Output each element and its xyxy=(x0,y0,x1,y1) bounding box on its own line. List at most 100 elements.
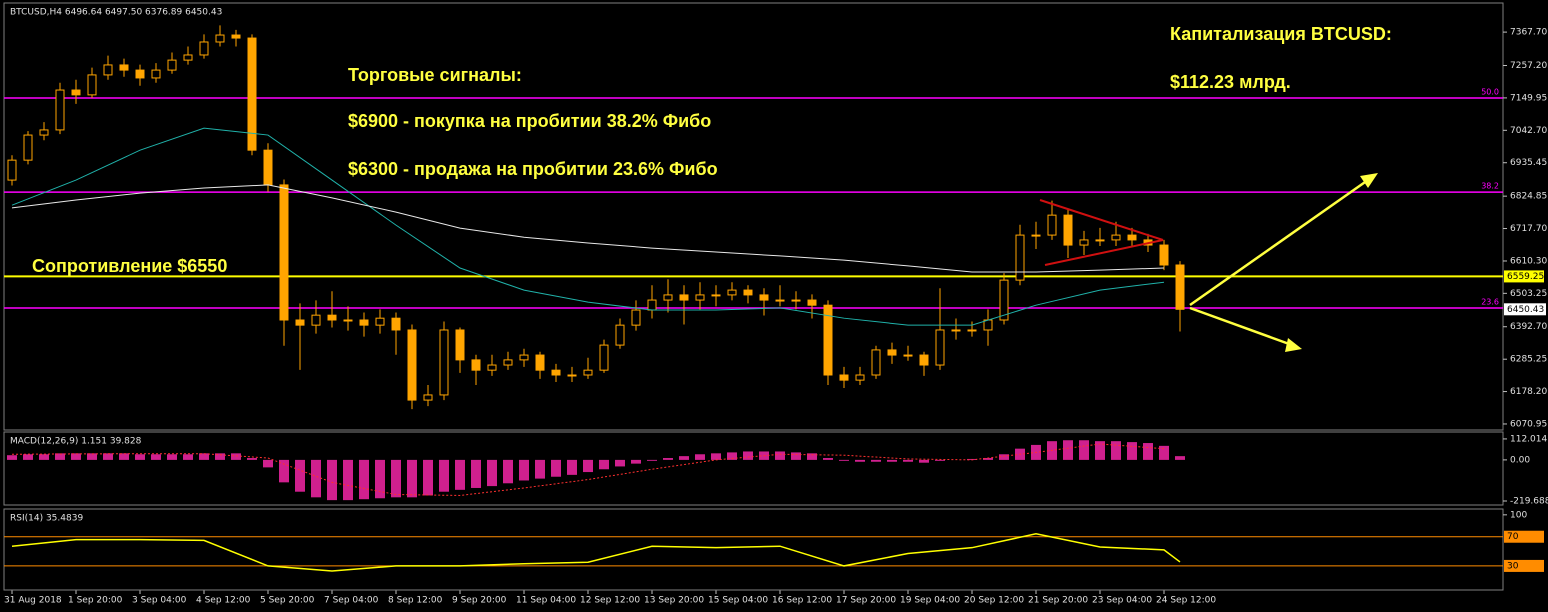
candle-body xyxy=(503,359,513,366)
histogram-bar xyxy=(311,459,321,498)
level-box xyxy=(1504,530,1544,543)
y-tick-label: 6610.30 xyxy=(1510,256,1547,266)
histogram-bar xyxy=(1127,442,1137,460)
candle-body xyxy=(231,34,241,39)
histogram-bar xyxy=(1143,443,1153,460)
candle-body xyxy=(407,329,417,401)
x-tick-label: 12 Sep 12:00 xyxy=(580,596,640,606)
histogram-bar xyxy=(615,459,625,467)
histogram-bar xyxy=(1175,456,1185,460)
drawings xyxy=(1039,173,1378,352)
histogram-bar xyxy=(775,451,785,460)
candle-body xyxy=(295,319,305,326)
candle-body xyxy=(1079,239,1089,246)
candle-body xyxy=(887,349,897,356)
histogram-bar xyxy=(391,459,401,498)
candle-body xyxy=(343,319,353,322)
histogram-bar xyxy=(935,459,945,461)
histogram-bar xyxy=(39,454,49,460)
annotation: Капитализация BTCUSD: xyxy=(1170,24,1392,44)
x-tick-label: 13 Sep 20:00 xyxy=(644,596,704,606)
triangle-line xyxy=(1044,239,1164,266)
histogram-bar xyxy=(599,459,609,470)
annotation: $112.23 млрд. xyxy=(1170,72,1291,92)
y-tick-label: 6935.45 xyxy=(1510,158,1547,168)
candle-body xyxy=(679,294,689,301)
level-label: 30 xyxy=(1507,561,1519,571)
x-tick-label: 1 Sep 20:00 xyxy=(68,596,123,606)
x-tick-label: 23 Sep 04:00 xyxy=(1092,596,1152,606)
histogram-bar xyxy=(743,451,753,460)
histogram-bar xyxy=(919,459,929,463)
histogram-bar xyxy=(1095,441,1105,460)
histogram-bar xyxy=(151,454,161,460)
histogram-bar xyxy=(631,459,641,464)
histogram-bar xyxy=(471,459,481,488)
histogram-bar xyxy=(279,459,289,483)
pane-frame xyxy=(3,2,1504,431)
candle-body xyxy=(119,64,129,71)
annotation: Сопротивление $6550 xyxy=(32,256,227,276)
pane-title: RSI(14) 35.4839 xyxy=(10,514,83,524)
histogram-bar xyxy=(711,453,721,460)
histogram-bar xyxy=(215,453,225,460)
level-box xyxy=(1504,559,1544,572)
histogram-bar xyxy=(7,455,17,460)
histogram-bar xyxy=(439,459,449,492)
level-label: 70 xyxy=(1507,532,1519,542)
candle-body xyxy=(775,299,785,302)
candle-body xyxy=(871,349,881,376)
candle-body xyxy=(455,329,465,361)
histogram-bar xyxy=(823,458,833,460)
histogram-bar xyxy=(871,459,881,462)
histogram-bar xyxy=(999,454,1009,460)
candle-body xyxy=(791,299,801,302)
histogram-bar xyxy=(887,459,897,462)
candle-body xyxy=(1159,244,1169,266)
histogram-bar xyxy=(199,453,209,460)
triangle-line xyxy=(1039,199,1164,241)
pane-title: MACD(12,26,9) 1.151 39.828 xyxy=(10,437,142,447)
histogram-bar xyxy=(535,459,545,479)
candle-body xyxy=(535,354,545,371)
histogram-bar xyxy=(855,459,865,462)
y-tick-label: 100 xyxy=(1510,510,1527,520)
candle-body xyxy=(935,329,945,366)
candle-body xyxy=(23,134,33,161)
histogram-bar xyxy=(231,453,241,460)
candle-body xyxy=(567,374,577,377)
histogram-bar xyxy=(1079,440,1089,460)
candle-body xyxy=(743,289,753,296)
candle-body xyxy=(727,289,737,296)
pane-frame xyxy=(3,431,1504,506)
candle-body xyxy=(375,317,385,326)
candle-body xyxy=(615,324,625,346)
histogram-bar xyxy=(135,454,145,460)
histogram-bar xyxy=(119,453,129,460)
histogram-bar xyxy=(71,453,81,460)
fib-label: 38.2 xyxy=(1481,182,1499,191)
y-tick-label: -219.688 xyxy=(1510,497,1548,507)
candle-body xyxy=(279,184,289,321)
x-tick-label: 21 Sep 20:00 xyxy=(1028,596,1088,606)
candle-body xyxy=(311,314,321,326)
histogram-bar xyxy=(263,459,273,468)
candle-body xyxy=(855,374,865,381)
x-tick-label: 7 Sep 04:00 xyxy=(324,596,379,606)
histogram-bar xyxy=(167,454,177,460)
x-tick-label: 20 Sep 12:00 xyxy=(964,596,1024,606)
candle-body xyxy=(439,329,449,396)
x-tick-label: 16 Sep 12:00 xyxy=(772,596,832,606)
pane-frame xyxy=(3,508,1504,591)
candle-body xyxy=(807,299,817,306)
candle-body xyxy=(663,294,673,301)
histogram-bar xyxy=(87,453,97,460)
candle-body xyxy=(1175,264,1185,310)
histogram-bar xyxy=(375,459,385,499)
arrow-head xyxy=(1285,338,1302,352)
x-tick-label: 3 Sep 04:00 xyxy=(132,596,187,606)
candle-body xyxy=(391,317,401,331)
candle-body xyxy=(55,89,65,131)
price-box xyxy=(1504,303,1546,316)
